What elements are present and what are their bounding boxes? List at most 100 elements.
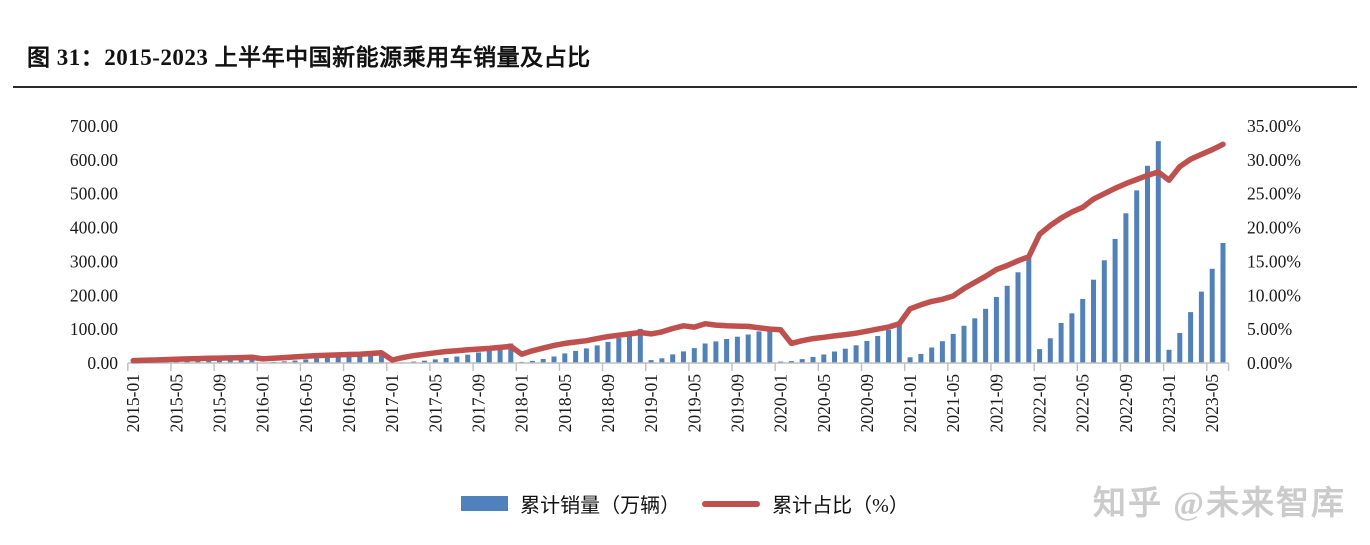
line-series-swatch [702, 500, 761, 507]
x-axis-label: 2021-05 [943, 374, 963, 433]
sales-bar [551, 356, 557, 363]
left-axis-label: 500.00 [70, 184, 118, 204]
x-axis-label: 2021-09 [986, 374, 1006, 433]
sales-bar [767, 327, 773, 363]
sales-bar [432, 359, 438, 363]
zhihu-watermark: 知乎 @未来智库 [1093, 486, 1346, 522]
x-axis-label: 2018-09 [598, 374, 618, 433]
sales-bar [594, 345, 600, 363]
left-axis-label: 0.00 [87, 353, 118, 373]
sales-bar [832, 351, 837, 363]
right-axis-label: 10.00% [1247, 285, 1301, 305]
x-axis-label: 2015-01 [123, 374, 143, 432]
sales-bar [238, 358, 244, 363]
sales-bar [195, 360, 201, 363]
x-axis-label: 2015-09 [210, 374, 230, 433]
sales-bar [1069, 313, 1075, 363]
sales-bar [324, 357, 330, 363]
sales-bar [292, 360, 298, 363]
right-axis-label: 20.00% [1247, 218, 1301, 238]
x-axis-label: 2019-05 [684, 374, 704, 433]
sales-bar [422, 360, 427, 363]
x-axis-label: 2017-01 [382, 374, 402, 432]
sales-bar [454, 356, 460, 363]
sales-bar [1091, 279, 1096, 363]
sales-bar [281, 361, 287, 363]
x-axis-label: 2018-01 [512, 374, 532, 432]
x-axis-label: 2020-09 [857, 374, 877, 433]
x-axis [127, 362, 1230, 371]
sales-bar [788, 361, 794, 363]
sales-bar [540, 359, 546, 363]
sales-bar [486, 350, 492, 363]
x-axis-label: 2023-01 [1159, 374, 1179, 432]
sales-bar [1015, 272, 1021, 363]
sales-bar [1026, 256, 1032, 364]
sales-bar [346, 354, 352, 363]
sales-bar [443, 358, 449, 363]
sales-bar [1004, 285, 1010, 363]
sales-bar [939, 341, 945, 363]
legend-label-sales: 累计销量（万辆） [520, 495, 681, 517]
sales-bar [573, 350, 579, 363]
sales-bar [562, 353, 568, 363]
sales-bar [335, 356, 341, 363]
title-divider [13, 86, 1357, 88]
sales-bar [1166, 349, 1172, 363]
right-axis-label: 25.00% [1247, 184, 1301, 204]
sales-bar [497, 347, 503, 363]
sales-bar [799, 359, 805, 363]
sales-bar [1123, 213, 1129, 363]
left-axis-label: 700.00 [70, 116, 118, 136]
sales-bar [972, 318, 978, 363]
sales-bar [1080, 299, 1086, 363]
sales-bar [206, 360, 212, 363]
sales-bar [961, 325, 967, 363]
sales-bar [227, 359, 233, 363]
sales-bar [616, 337, 622, 363]
x-axis-label: 2018-05 [555, 374, 575, 433]
sales-bar [983, 308, 989, 363]
right-axis-labels: 35.00% 30.00% 25.00% 20.00% 15.00% 10.00% 5.00… [1247, 116, 1301, 373]
right-axis-label: 5.00% [1247, 319, 1292, 339]
legend-item-sales: 累计销量（万辆） [461, 489, 680, 518]
x-axis-label: 2017-09 [469, 374, 489, 433]
right-axis-label: 30.00% [1247, 150, 1301, 170]
sales-bar [681, 351, 686, 363]
sales-bar [303, 359, 309, 363]
x-axis-label: 2017-05 [425, 374, 445, 433]
sales-bar [1058, 322, 1064, 363]
sales-bar [918, 353, 924, 363]
right-axis-label: 15.00% [1247, 251, 1301, 271]
sales-bar [864, 340, 870, 363]
sales-bar [929, 347, 935, 363]
sales-bar [950, 333, 956, 363]
left-axis-labels: 700.00 600.00 500.00 400.00 300.00 200.00 100.… [70, 116, 118, 373]
x-axis-label: 2022-05 [1073, 374, 1093, 433]
legend-label-share: 累计占比（%） [772, 495, 909, 517]
sales-bar [1155, 141, 1161, 363]
sales-bar [1177, 333, 1183, 363]
x-axis-label: 2021-01 [900, 374, 920, 432]
sales-bar [1037, 349, 1043, 363]
sales-bar [637, 328, 643, 363]
sales-bar [1101, 260, 1107, 363]
sales-bar [1198, 291, 1204, 363]
sales-bar [842, 348, 848, 363]
sales-bar [1209, 268, 1215, 363]
sales-bar [659, 358, 665, 363]
x-axis-label: 2015-05 [166, 374, 186, 433]
sales-bar [249, 357, 255, 363]
sales-bar [1220, 243, 1226, 363]
sales-bar [702, 343, 708, 363]
sales-bar [993, 297, 999, 363]
share-line [130, 141, 1226, 364]
chart-title: 图 31：2015-2023 上半年中国新能源乘用车销量及占比 [27, 45, 591, 70]
right-axis-label: 0.00% [1247, 353, 1292, 373]
x-axis-label: 2019-01 [641, 374, 661, 432]
sales-bar [217, 359, 222, 363]
left-axis-label: 600.00 [70, 150, 118, 170]
sales-bar [745, 334, 751, 363]
sales-bar [713, 341, 719, 363]
x-axis-labels: 2015-01 2015-05 2015-09 2016-01 2016-05 2016-… [123, 374, 1222, 433]
